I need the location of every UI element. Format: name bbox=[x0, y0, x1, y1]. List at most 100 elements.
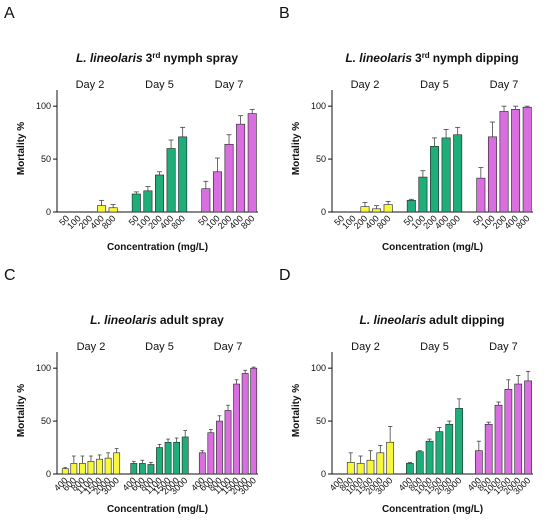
bar bbox=[138, 463, 146, 475]
title-part: nymph spray bbox=[163, 51, 238, 65]
bar bbox=[383, 204, 393, 213]
bar bbox=[108, 207, 118, 213]
bar bbox=[499, 111, 509, 213]
bar bbox=[216, 420, 223, 475]
y-axis-title: Mortality % bbox=[291, 384, 302, 437]
panel-label: A bbox=[4, 5, 15, 22]
title-part: L. lineolaris bbox=[345, 51, 412, 65]
group-label: Day 7 bbox=[489, 341, 518, 353]
y-tick-label: 50 bbox=[316, 416, 326, 426]
bar bbox=[425, 440, 434, 475]
chart-title: L. lineolaris 3rd nymph dipping bbox=[345, 51, 518, 66]
bar bbox=[241, 373, 249, 475]
y-tick-label: 50 bbox=[41, 416, 51, 426]
y-axis-title: Mortality % bbox=[16, 384, 27, 437]
chart-title: L. lineolaris 3rd nymph spray bbox=[76, 51, 238, 66]
bar bbox=[494, 404, 503, 475]
title-part: L. lineolaris bbox=[359, 313, 426, 327]
bar bbox=[198, 452, 206, 475]
chart-title: L. lineolaris adult dipping bbox=[359, 313, 504, 327]
bar bbox=[524, 380, 532, 475]
bar bbox=[346, 462, 355, 475]
x-tick-label: 800 bbox=[514, 213, 532, 231]
bar bbox=[376, 452, 385, 475]
bar bbox=[87, 461, 95, 475]
group-label: Day 7 bbox=[214, 341, 243, 353]
bar bbox=[514, 383, 523, 475]
bar bbox=[79, 463, 86, 475]
bar bbox=[487, 136, 497, 213]
bar bbox=[415, 451, 424, 475]
x-tick-label: 800 bbox=[239, 213, 257, 231]
y-tick-label: 100 bbox=[311, 101, 326, 111]
bar bbox=[164, 441, 172, 475]
group-label: Day 2 bbox=[351, 79, 380, 91]
title-part: rd bbox=[152, 51, 160, 60]
bar bbox=[366, 459, 375, 475]
bar bbox=[97, 205, 107, 213]
y-tick-label: 50 bbox=[41, 154, 51, 164]
bar bbox=[511, 109, 521, 213]
y-tick-label: 0 bbox=[321, 207, 326, 217]
y-tick-label: 0 bbox=[46, 469, 51, 479]
x-tick-label: 800 bbox=[169, 213, 187, 231]
x-axis-title: Concentration (mg/L) bbox=[107, 504, 208, 515]
bar bbox=[453, 134, 463, 213]
bar bbox=[181, 436, 189, 475]
bar bbox=[435, 431, 444, 475]
y-tick-label: 50 bbox=[316, 154, 326, 164]
bar bbox=[156, 447, 163, 475]
group-label: Day 2 bbox=[77, 341, 106, 353]
group-label: Day 5 bbox=[420, 79, 449, 91]
bar bbox=[70, 463, 78, 475]
y-tick-label: 0 bbox=[321, 469, 326, 479]
y-tick-label: 100 bbox=[36, 101, 51, 111]
bar bbox=[131, 193, 141, 213]
bar bbox=[484, 423, 493, 475]
x-axis-title: Concentration (mg/L) bbox=[107, 242, 208, 253]
bar bbox=[386, 441, 395, 475]
bar bbox=[418, 176, 428, 213]
bar bbox=[236, 123, 246, 213]
title-part: adult dipping bbox=[429, 313, 504, 327]
bar bbox=[147, 464, 155, 475]
group-label: Day 2 bbox=[351, 341, 380, 353]
title-part: L. lineolaris bbox=[90, 313, 157, 327]
bar bbox=[178, 136, 188, 213]
bar bbox=[212, 171, 222, 213]
y-axis-title: Mortality % bbox=[291, 122, 302, 175]
bar bbox=[173, 441, 181, 475]
bar bbox=[504, 389, 513, 475]
bar bbox=[155, 174, 164, 213]
title-part: nymph dipping bbox=[433, 51, 519, 65]
title-part: L. lineolaris bbox=[76, 51, 143, 65]
bar bbox=[96, 458, 103, 475]
bar bbox=[166, 148, 176, 213]
bar bbox=[224, 143, 234, 213]
group-label: Day 7 bbox=[490, 79, 519, 91]
bar bbox=[430, 146, 439, 213]
bar bbox=[104, 457, 112, 475]
bar bbox=[406, 463, 414, 475]
title-part: 3 bbox=[415, 51, 422, 65]
bar bbox=[372, 208, 382, 213]
group-label: Day 5 bbox=[420, 341, 449, 353]
group-label: Day 2 bbox=[76, 79, 105, 91]
bar bbox=[406, 200, 416, 213]
bar bbox=[474, 450, 483, 475]
group-label: Day 5 bbox=[145, 79, 174, 91]
panel-label: B bbox=[279, 5, 290, 22]
bar bbox=[360, 206, 370, 213]
bar bbox=[356, 463, 365, 475]
y-tick-label: 100 bbox=[311, 363, 326, 373]
bar bbox=[143, 190, 153, 213]
title-part: 3 bbox=[146, 51, 153, 65]
group-label: Day 5 bbox=[145, 341, 174, 353]
bar bbox=[207, 432, 215, 475]
bar bbox=[224, 410, 232, 475]
panel-label: C bbox=[4, 267, 16, 284]
panel: B L. lineolaris 3rd nymph dipping 0 50 100 Mort… bbox=[279, 5, 533, 253]
y-tick-label: 0 bbox=[46, 207, 51, 217]
bar bbox=[476, 177, 486, 213]
